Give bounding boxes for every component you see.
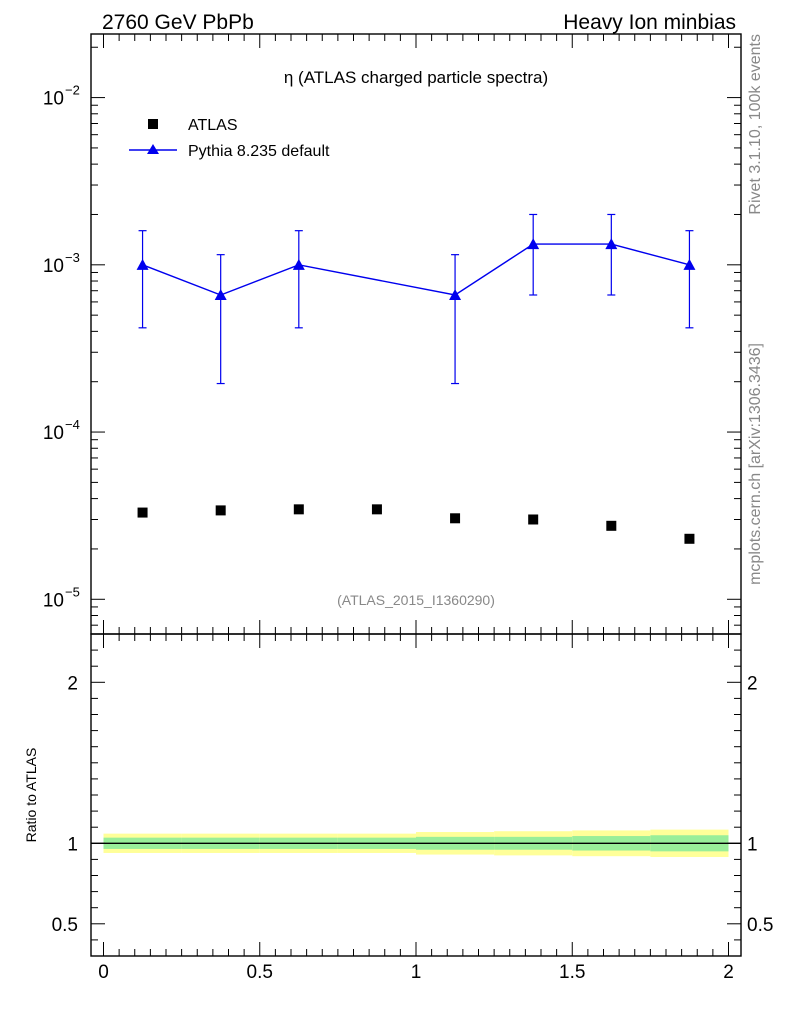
- ratio-y-tick-label-right: 2: [747, 673, 758, 694]
- y-tick-exponent: −5: [65, 584, 80, 599]
- main-plot-panel: 10−510−410−310−2 η (ATLAS charged partic…: [43, 33, 742, 635]
- y-tick-label: 10: [43, 256, 64, 277]
- x-tick-label: 1.5: [559, 962, 585, 983]
- pythia-data-point: [136, 258, 149, 270]
- pythia-data-point: [214, 288, 227, 300]
- mcplots-label: mcplots.cern.ch [arXiv:1306.3436]: [747, 343, 764, 585]
- ratio-y-tick-label-right: 1: [747, 834, 758, 855]
- ratio-y-axis-label: Ratio to ATLAS: [23, 748, 39, 843]
- pythia-data-point: [527, 238, 540, 250]
- atlas-data-point: [293, 504, 304, 515]
- x-tick-label: 0: [98, 962, 109, 983]
- y-tick-label: 10: [43, 423, 64, 444]
- y-tick-exponent: −4: [65, 417, 80, 432]
- main-data-layer: [136, 213, 696, 544]
- legend-atlas-marker: [148, 119, 158, 129]
- pythia-data-point: [605, 238, 618, 250]
- y-tick-label: 10: [43, 89, 64, 110]
- rivet-version-label: Rivet 3.1.10, 100k events: [747, 34, 764, 215]
- ratio-y-tick-label-left: 2: [67, 673, 78, 694]
- x-tick-label: 1: [411, 962, 422, 983]
- atlas-data-point: [371, 504, 382, 515]
- atlas-data-point: [606, 520, 617, 531]
- atlas-data-point: [684, 533, 695, 544]
- atlas-data-point: [137, 507, 148, 518]
- atlas-data-point: [450, 513, 461, 524]
- ratio-bands: [91, 829, 741, 857]
- pythia-data-point: [683, 258, 696, 270]
- header-right-label: Heavy Ion minbias: [563, 11, 736, 34]
- ratio-plot-panel: 0.5 0.5 1 1 2 2 0 0.5 1 1.5 2 Ratio to ATLAS: [23, 633, 773, 983]
- legend-atlas-label: ATLAS: [188, 117, 238, 134]
- atlas-data-point: [215, 505, 226, 516]
- pythia-series-line: [142, 243, 690, 296]
- legend-pythia-marker: [147, 144, 159, 154]
- analysis-watermark: (ATLAS_2015_I1360290): [337, 592, 495, 608]
- ratio-y-tick-label-right: 0.5: [747, 915, 773, 936]
- ratio-y-tick-label-left: 0.5: [52, 915, 78, 936]
- x-tick-label: 2: [723, 962, 734, 983]
- x-tick-label: 0.5: [247, 962, 273, 983]
- plot-title: η (ATLAS charged particle spectra): [284, 68, 548, 87]
- atlas-data-point: [528, 514, 539, 525]
- pythia-data-point: [449, 288, 462, 300]
- legend-pythia-label: Pythia 8.235 default: [188, 143, 330, 160]
- ratio-axis-ticks: 0.5 0.5 1 1 2 2 0 0.5 1 1.5 2: [52, 633, 773, 983]
- pythia-data-point: [292, 258, 305, 270]
- y-tick-label: 10: [43, 590, 64, 611]
- ratio-plot-frame: [90, 633, 742, 957]
- header-left-label: 2760 GeV PbPb: [102, 11, 254, 34]
- legend: ATLAS Pythia 8.235 default: [129, 117, 330, 160]
- y-tick-exponent: −3: [65, 250, 80, 265]
- main-axis-ticks: 10−510−410−310−2: [43, 34, 741, 634]
- ratio-y-tick-label-left: 1: [67, 834, 78, 855]
- y-tick-exponent: −2: [65, 83, 80, 98]
